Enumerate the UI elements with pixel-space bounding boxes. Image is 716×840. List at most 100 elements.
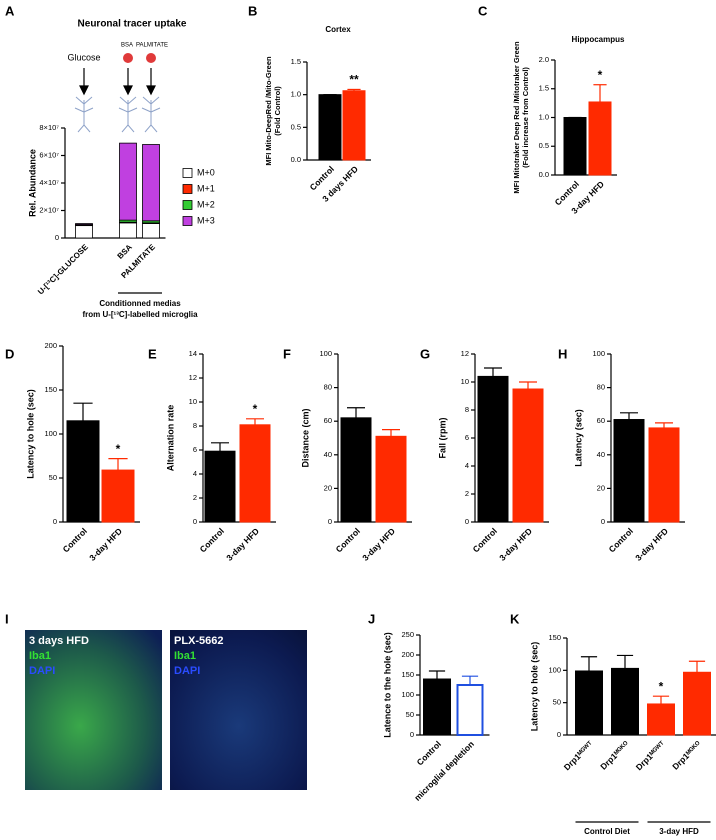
image-label: PLX-5662 — [174, 635, 224, 647]
bar — [683, 671, 711, 736]
y-tick-label: 10 — [461, 377, 469, 386]
y-tick-label: 0 — [557, 730, 561, 739]
y-tick-label: 2.0 — [539, 55, 549, 64]
significance: ** — [349, 73, 359, 87]
panel-letter: H — [558, 346, 567, 361]
panel-letter: D — [5, 346, 14, 361]
panel-letter: B — [248, 3, 257, 18]
x-tick-label: Control — [61, 526, 89, 554]
x-tick-label: 3-day HFD — [633, 526, 670, 563]
y-tick-label: 0 — [465, 517, 469, 526]
annotation: BSA — [121, 43, 133, 49]
y-tick-label: 50 — [553, 698, 561, 707]
legend-label: M+1 — [197, 183, 215, 193]
bar — [648, 427, 680, 523]
y-axis-label: MFI Mitotraker Deep Red /Mitotraker Gree… — [512, 41, 521, 194]
bar — [66, 420, 100, 523]
y-tick-label: 60 — [597, 416, 605, 425]
stain-label: DAPI — [29, 665, 55, 677]
y-tick-label: 250 — [401, 630, 414, 639]
y-tick-label: 4 — [193, 469, 197, 478]
bar-segment — [119, 142, 137, 221]
y-tick-label: 60 — [324, 416, 332, 425]
panel-letter: A — [5, 3, 15, 18]
y-tick-label: 2×10⁷ — [39, 205, 59, 214]
x-tick-label: Drp1ᴹᴳᴷᴼ — [598, 739, 631, 772]
y-tick-label: 1.5 — [291, 57, 301, 66]
y-tick-label: 0.5 — [291, 122, 301, 131]
y-tick-label: 8 — [193, 421, 197, 430]
bar — [575, 670, 603, 736]
bar — [613, 419, 645, 523]
bar-segment — [75, 225, 93, 239]
y-tick-label: 10 — [189, 397, 197, 406]
y-tick-label: 8×10⁷ — [39, 123, 59, 132]
x-tick-label: U-[¹³C]-GLUCOSE — [36, 242, 90, 296]
y-tick-label: 0 — [601, 517, 605, 526]
y-tick-label: 0 — [53, 517, 57, 526]
y-tick-label: 50 — [406, 710, 414, 719]
panel-letter: F — [283, 346, 291, 361]
x-tick-label: 3-day HFD — [497, 526, 534, 563]
y-tick-label: 20 — [324, 483, 332, 492]
x-tick-label: Control — [607, 526, 635, 554]
stain-label: Iba1 — [174, 650, 196, 662]
y-axis-label: MFI Mito-DeepRed /Mito-Green — [264, 56, 273, 166]
y-tick-label: 1.5 — [539, 84, 549, 93]
y-tick-label: 150 — [401, 670, 414, 679]
x-tick-label: 3-day HFD — [360, 526, 397, 563]
legend-swatch — [182, 200, 193, 210]
group-label: Conditionned medias — [99, 299, 181, 308]
y-tick-label: 6 — [465, 433, 469, 442]
chart-title: Hippocampus — [572, 35, 625, 44]
y-axis-label: Fall (rpm) — [437, 417, 447, 458]
y-tick-label: 80 — [597, 383, 605, 392]
bar-segment — [119, 222, 137, 239]
chart-title: Neuronal tracer uptake — [78, 19, 187, 30]
x-tick-label: microglial depletion — [412, 739, 476, 803]
panel-letter: E — [148, 346, 157, 361]
x-tick-label: Drp1ᴹᴳᵂᵀ — [634, 739, 668, 773]
annotation: PALMITATE — [136, 43, 168, 49]
bar — [477, 375, 509, 523]
micrograph — [25, 630, 162, 790]
stain-label: Iba1 — [29, 650, 51, 662]
bar — [318, 94, 342, 161]
y-tick-label: 1.0 — [291, 90, 301, 99]
y-tick-label: 14 — [189, 349, 197, 358]
y-axis-label: Latency (sec) — [573, 409, 583, 467]
y-tick-label: 6×10⁷ — [39, 150, 59, 159]
panel-letter: C — [478, 3, 488, 18]
y-tick-label: 40 — [597, 450, 605, 459]
significance: * — [253, 402, 258, 416]
bar — [375, 435, 407, 523]
y-tick-label: 12 — [461, 349, 469, 358]
bar — [204, 450, 236, 523]
y-tick-label: 200 — [401, 650, 414, 659]
y-tick-label: 8 — [465, 405, 469, 414]
bar-segment — [75, 223, 93, 225]
x-tick-label: BSA — [116, 242, 134, 260]
significance: * — [659, 679, 664, 693]
legend-swatch — [182, 168, 193, 178]
x-tick-label: Drp1ᴹᴳᵂᵀ — [562, 739, 596, 773]
bar — [563, 117, 587, 176]
y-tick-label: 150 — [44, 385, 57, 394]
y-tick-label: 0 — [193, 517, 197, 526]
y-tick-label: 0.5 — [539, 141, 549, 150]
y-tick-label: 40 — [324, 450, 332, 459]
legend-label: M+0 — [197, 167, 215, 177]
x-tick-label: Control — [471, 526, 499, 554]
y-tick-label: 100 — [44, 429, 57, 438]
bar — [101, 469, 135, 523]
y-tick-label: 200 — [44, 341, 57, 350]
group-label: 3-day HFD — [659, 827, 699, 836]
y-tick-label: 0 — [410, 730, 414, 739]
bar-segment — [142, 144, 160, 222]
y-axis-label: Alternation rate — [165, 405, 175, 472]
bar — [647, 703, 675, 736]
x-tick-label: Drp1ᴹᴳᴷᴼ — [670, 739, 703, 772]
y-tick-label: 80 — [324, 383, 332, 392]
cell-icons — [123, 53, 156, 63]
significance: * — [598, 68, 603, 82]
